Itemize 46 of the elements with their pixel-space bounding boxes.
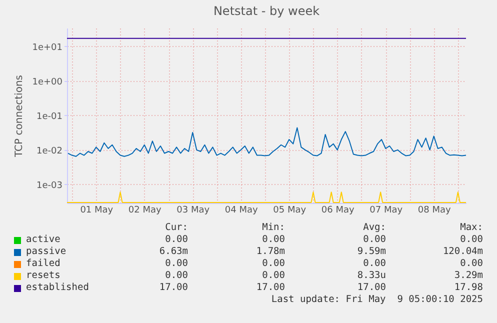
text: 0.00 [460, 258, 483, 270]
text: 17.00 [159, 282, 188, 294]
x-tick-label: 03 May [176, 206, 210, 216]
text: 0.00 [460, 234, 483, 246]
text: 1.78m [256, 246, 285, 258]
x-tick-label: 05 May [273, 206, 307, 216]
x-tick-label: 04 May [224, 206, 259, 216]
x-tick-label: 07 May [370, 206, 404, 216]
text: 3.29m [454, 270, 483, 282]
text: Cur: [165, 222, 188, 234]
text: 9.59m [357, 246, 386, 258]
x-tick-label: 08 May [418, 206, 452, 216]
text: 0.00 [363, 258, 386, 270]
y-axis-title: TCP connections [14, 74, 26, 158]
text: Avg: [363, 222, 386, 234]
legend-label: failed [26, 258, 60, 270]
y-tick-label: 1e+01 [32, 42, 62, 53]
legend-label: passive [26, 246, 66, 258]
y-tick-label: 1e+00 [32, 77, 63, 88]
text: 0.00 [363, 234, 386, 246]
text: 6.63m [159, 246, 188, 258]
x-tick-label: 06 May [321, 206, 355, 216]
text: 0.00 [262, 270, 285, 282]
x-tick-label: 02 May [128, 206, 162, 216]
text: 17.98 [454, 282, 483, 294]
y-tick-label: 1e-03 [36, 180, 62, 191]
text: 17.00 [256, 282, 285, 294]
text: Max: [460, 222, 483, 234]
legend-label: resets [26, 270, 60, 282]
legend-label: active [26, 234, 60, 246]
text: 8.33u [357, 270, 386, 282]
x-tick-label: 01 May [80, 206, 114, 216]
y-tick-label: 1e-02 [36, 146, 62, 156]
text: Min: [262, 222, 285, 234]
text: 0.00 [165, 270, 188, 282]
line-series [68, 127, 466, 157]
text: 120.04m [442, 246, 483, 258]
text: 17.00 [357, 282, 386, 294]
chart-title: Netstat - by week [213, 4, 320, 18]
text: 0.00 [262, 258, 285, 270]
text: 0.00 [165, 258, 188, 270]
legend-label: established [26, 282, 89, 294]
text: 0.00 [262, 234, 285, 246]
y-tick-label: 1e-01 [36, 112, 62, 122]
text: Last update: Fri May 9 05:00:10 2025 [271, 294, 483, 306]
text: 0.00 [165, 234, 188, 246]
